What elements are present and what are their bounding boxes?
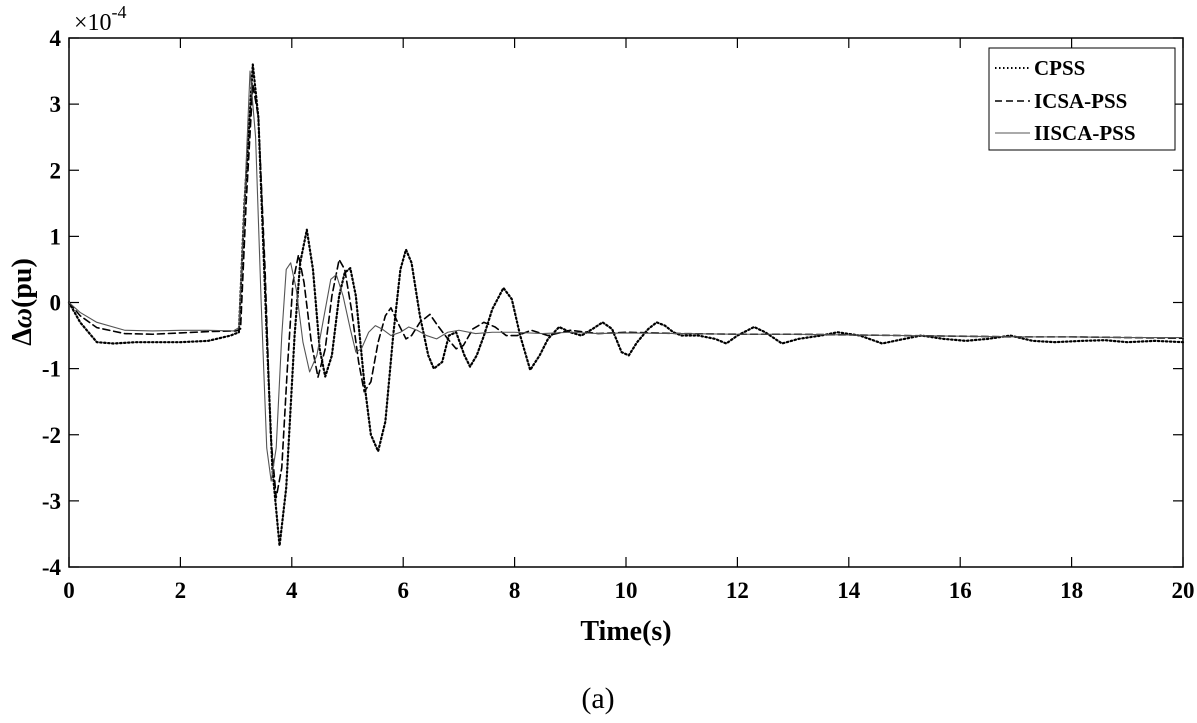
legend-label-cpss: CPSS	[1034, 56, 1085, 80]
x-tick-label: 20	[1172, 578, 1195, 603]
axis-ticks	[68, 37, 1184, 568]
y-multiplier-base: ×10	[74, 10, 112, 36]
y-multiplier: ×10-4	[74, 2, 127, 36]
y-tick-label: 0	[50, 291, 62, 316]
y-tick-label: 2	[50, 158, 62, 183]
x-tick-label: 10	[615, 578, 638, 603]
y-axis-label: Δω(pu)	[7, 258, 38, 346]
y-tick-label: -1	[42, 357, 61, 382]
x-tick-label: 0	[63, 578, 75, 603]
figure-caption: (a)	[581, 682, 614, 715]
legend-label-iisca-pss: IISCA-PSS	[1034, 121, 1136, 145]
legend-label-icsa-pss: ICSA-PSS	[1034, 89, 1127, 113]
y-multiplier-exponent: -4	[112, 2, 127, 22]
y-axis-label-delta: Δ	[7, 328, 38, 346]
y-tick-label: -3	[42, 489, 61, 514]
series-line-cpss	[67, 63, 1185, 547]
series-lines	[67, 63, 1185, 547]
series-line-iisca-pss	[68, 70, 1184, 482]
x-tick-label: 18	[1060, 578, 1083, 603]
x-tick-label: 4	[286, 578, 298, 603]
x-tick-label: 8	[509, 578, 521, 603]
x-tick-label: 6	[397, 578, 409, 603]
x-tick-label: 2	[175, 578, 187, 603]
x-axis-label: Time(s)	[580, 616, 671, 647]
y-axis-label-unit: (pu)	[7, 258, 38, 308]
y-axis-label-omega: ω	[7, 308, 38, 328]
x-tick-label: 14	[837, 578, 861, 603]
y-tick-label: 1	[50, 224, 62, 249]
y-tick-label: -4	[42, 555, 62, 580]
y-tick-label: -2	[42, 423, 61, 448]
legend: CPSS ICSA-PSS IISCA-PSS	[988, 47, 1176, 151]
x-tick-label: 12	[726, 578, 749, 603]
y-tick-label: 4	[50, 26, 62, 51]
x-tick-label: 16	[949, 578, 972, 603]
y-tick-label: 3	[50, 92, 62, 117]
